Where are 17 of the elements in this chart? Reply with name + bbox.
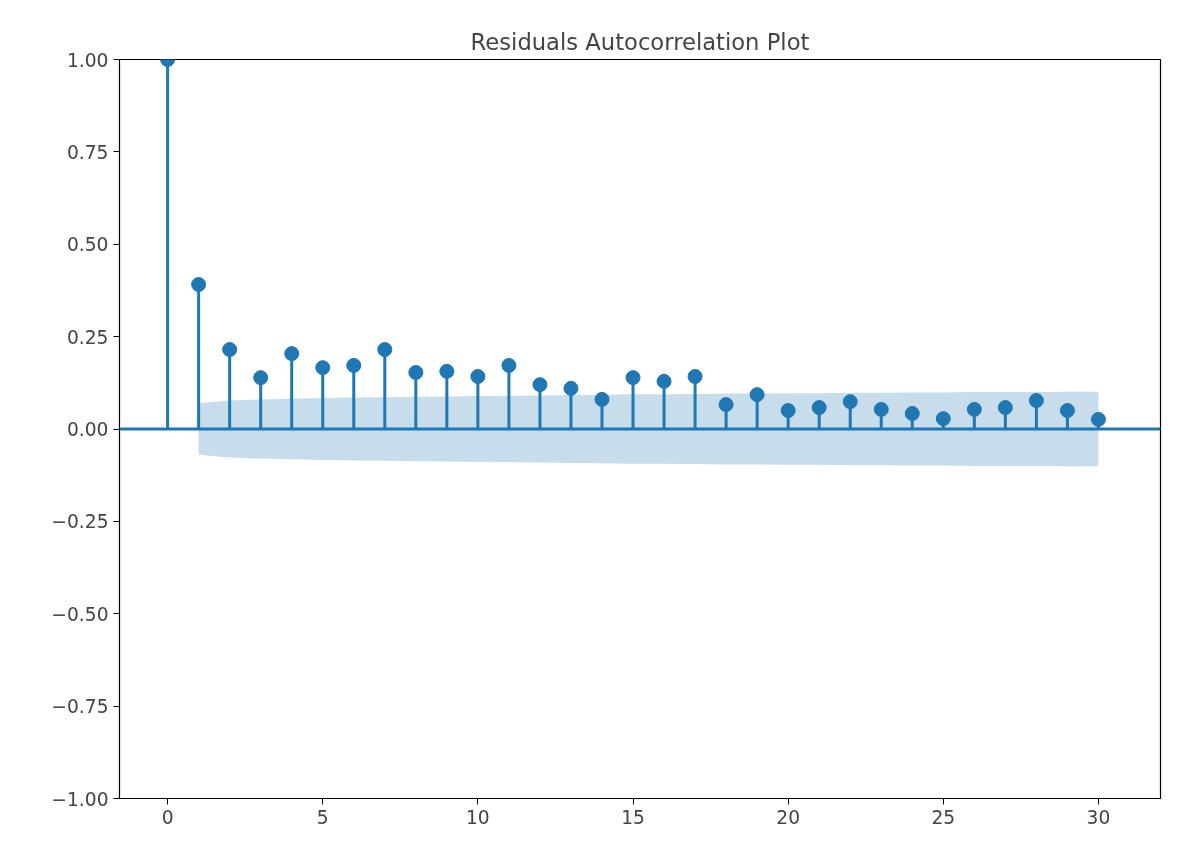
y-tick-label: −0.50 [51,603,109,625]
x-tick-label: 15 [621,806,645,828]
x-tick-label: 10 [466,806,490,828]
x-tick-label: 20 [776,806,801,828]
x-tick-label: 30 [1086,806,1111,828]
y-tick-label: 0.00 [66,419,109,440]
y-tick-label: 1.00 [66,49,109,71]
y-tick-label: 0.75 [66,141,109,163]
y-tick-label: 0.25 [66,326,109,348]
x-tick-label: 25 [931,806,956,828]
y-tick-label: −0.75 [51,696,109,718]
y-tick-label: −1.00 [51,788,109,810]
y-tick-label: 0.50 [66,234,109,256]
chart-title: Residuals Autocorrelation Plot [470,28,810,55]
x-tick-label: 0 [161,806,174,828]
x-tick-label: 5 [316,806,329,828]
y-tick-label: −0.25 [51,511,109,533]
